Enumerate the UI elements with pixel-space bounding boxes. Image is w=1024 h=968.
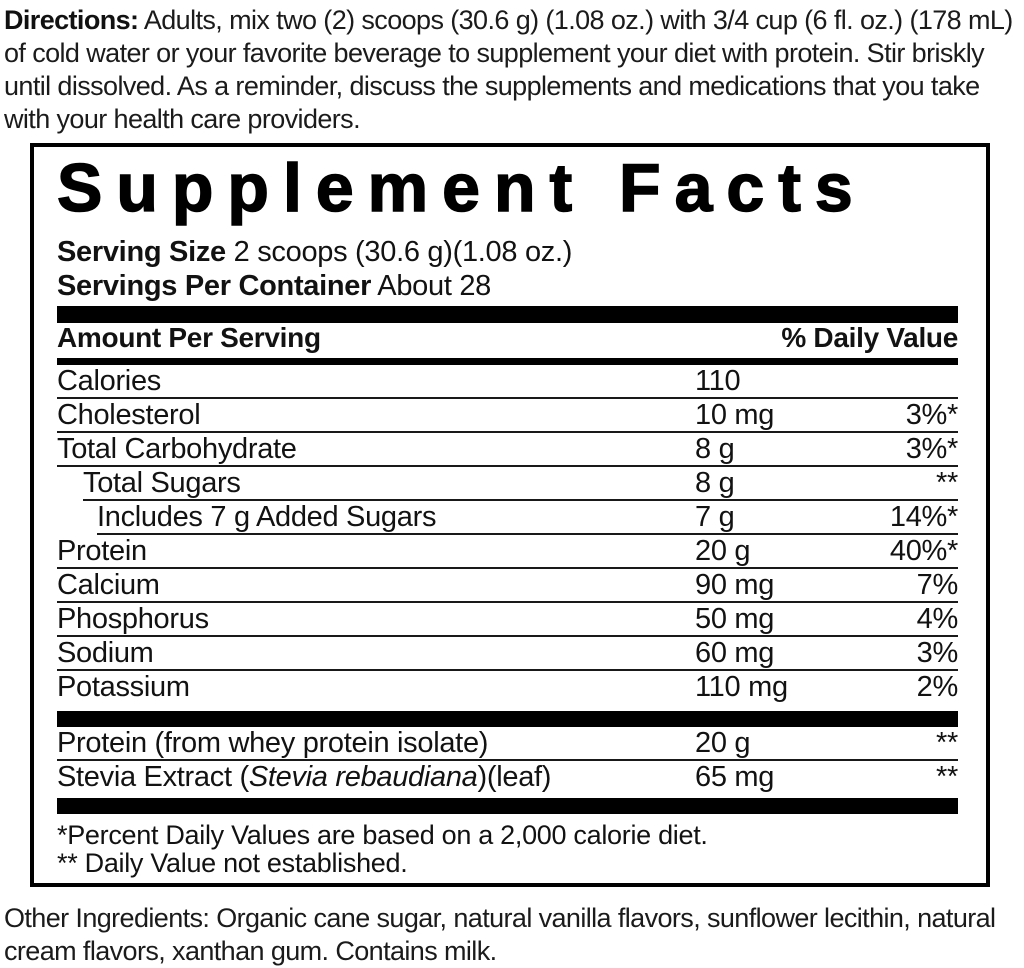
nutrient-name: Potassium: [57, 671, 190, 703]
nutrient-dv: **: [936, 761, 958, 793]
footnote-dv-not-established: ** Daily Value not established.: [57, 848, 408, 878]
divider-bar-middle: [57, 711, 958, 727]
table-row-sodium: Sodium 60 mg 3%: [57, 637, 958, 671]
nutrient-dv: 2%: [916, 671, 959, 703]
table-row-total-carbohydrate: Total Carbohydrate 8 g 3%*: [57, 433, 958, 467]
nutrient-dv: 14%*: [889, 501, 958, 533]
percent-daily-value-header: % Daily Value: [781, 322, 958, 353]
nutrient-amount: 50 mg: [695, 603, 775, 635]
table-row-protein: Protein 20 g 40%*: [57, 535, 958, 569]
footnote-daily-values: *Percent Daily Values are based on a 2,0…: [57, 820, 708, 850]
nutrient-dv: 3%: [916, 637, 959, 669]
directions-body: Adults, mix two (2) scoops (30.6 g) (1.0…: [4, 5, 1013, 134]
nutrient-amount: 20 g: [695, 727, 751, 759]
nutrient-dv: 7%: [916, 569, 959, 601]
stevia-name-suffix: )(leaf): [477, 761, 552, 793]
table-row-added-sugars: Includes 7 g Added Sugars 7 g 14%*: [57, 501, 958, 535]
nutrient-name: Protein: [57, 535, 147, 567]
amount-per-serving-header: Amount Per Serving: [57, 322, 321, 353]
table-row-calories: Calories 110: [57, 365, 958, 399]
nutrient-name: Stevia Extract (Stevia rebaudiana)(leaf): [57, 761, 695, 794]
nutrient-amount: 110 mg: [695, 671, 788, 703]
nutrient-name: Calories: [57, 365, 161, 397]
table-row-cholesterol: Cholesterol 10 mg 3%*: [57, 399, 958, 433]
servings-per-container-value: About 28: [377, 270, 491, 302]
table-row-whey-protein: Protein (from whey protein isolate) 20 g…: [57, 727, 958, 761]
nutrient-name: Protein (from whey protein isolate): [57, 727, 489, 759]
nutrient-amount: 110: [695, 365, 741, 397]
nutrient-dv: **: [936, 727, 958, 759]
nutrient-dv: 3%*: [905, 433, 959, 465]
divider-bar-header: [57, 358, 958, 365]
other-ingredients-paragraph: Other Ingredients: Organic cane sugar, n…: [4, 903, 996, 966]
directions-paragraph: Directions: Adults, mix two (2) scoops (…: [0, 0, 1024, 136]
column-header-row: Amount Per Serving % Daily Value: [57, 322, 958, 358]
nutrient-amount: 7 g: [695, 501, 735, 533]
serving-size-line: Serving Size 2 scoops (30.6 g)(1.08 oz.): [57, 235, 958, 269]
stevia-name-prefix: Stevia Extract (: [57, 761, 249, 793]
nutrient-amount: 90 mg: [695, 569, 775, 601]
divider-bar-top: [57, 306, 958, 323]
nutrient-amount: 10 mg: [695, 399, 775, 431]
table-row-phosphorus: Phosphorus 50 mg 4%: [57, 603, 958, 637]
table-row-calcium: Calcium 90 mg 7%: [57, 569, 958, 603]
directions-label: Directions:: [4, 5, 139, 35]
supplement-facts-panel: Supplement Facts Serving Size 2 scoops (…: [30, 143, 990, 887]
nutrient-name: Total Sugars: [83, 467, 241, 499]
nutrient-dv: **: [936, 467, 958, 499]
table-row-potassium: Potassium 110 mg 2%: [57, 671, 958, 705]
serving-size-label: Serving Size: [57, 236, 226, 268]
stevia-botanical-name: Stevia rebaudiana: [248, 761, 478, 793]
nutrient-amount: 8 g: [695, 467, 735, 499]
table-row-stevia-extract: Stevia Extract (Stevia rebaudiana)(leaf)…: [57, 761, 958, 795]
nutrient-name: Includes 7 g Added Sugars: [97, 501, 437, 533]
supplement-facts-title: Supplement Facts: [56, 150, 867, 226]
nutrient-amount: 60 mg: [695, 637, 775, 669]
serving-size-value: 2 scoops (30.6 g)(1.08 oz.): [233, 236, 573, 268]
nutrient-dv: 4%: [916, 603, 959, 635]
nutrient-name: Phosphorus: [57, 603, 209, 635]
nutrient-dv: 3%*: [905, 399, 959, 431]
nutrient-name: Total Carbohydrate: [57, 433, 297, 465]
nutrient-dv: 40%*: [889, 535, 958, 567]
nutrient-amount: 8 g: [695, 433, 735, 465]
servings-per-container-label: Servings Per Container: [57, 270, 372, 302]
servings-per-container-line: Servings Per Container About 28: [57, 269, 958, 303]
nutrient-name: Calcium: [57, 569, 160, 601]
nutrient-name: Sodium: [57, 637, 154, 669]
table-row-total-sugars: Total Sugars 8 g **: [57, 467, 958, 501]
divider-bar-bottom: [57, 798, 958, 814]
nutrient-amount: 20 g: [695, 535, 751, 567]
nutrient-amount: 65 mg: [695, 761, 775, 793]
nutrient-name: Cholesterol: [57, 399, 201, 431]
